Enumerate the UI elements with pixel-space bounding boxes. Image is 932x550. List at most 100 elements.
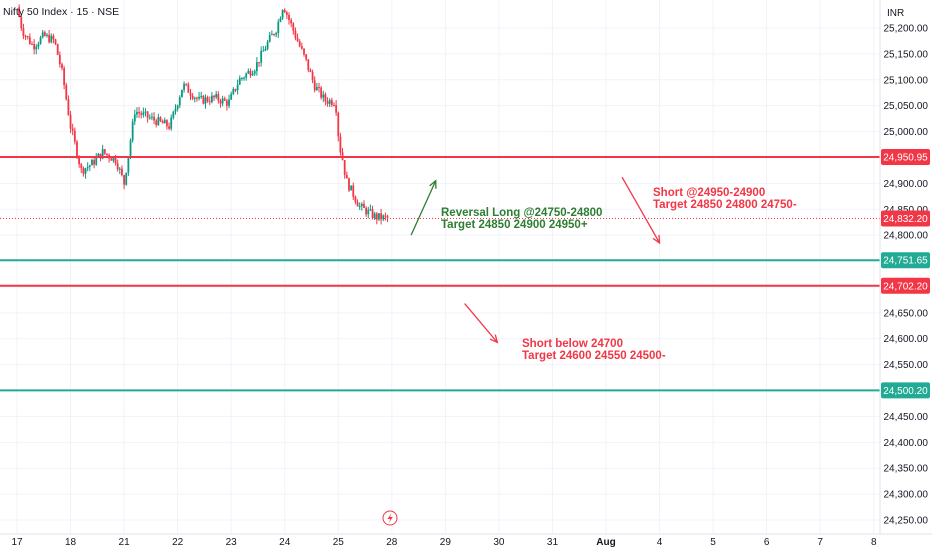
candle-body	[80, 164, 83, 169]
candle-body	[386, 216, 389, 218]
candle-body	[187, 84, 190, 93]
candle-body	[140, 113, 143, 115]
price-label-badge	[881, 277, 930, 294]
candle-body	[170, 117, 173, 129]
grid	[0, 0, 880, 534]
candle-body	[298, 41, 301, 47]
candle-body	[337, 112, 340, 137]
candle-body	[238, 78, 241, 85]
level-lines	[0, 155, 880, 392]
candle-body	[249, 70, 252, 76]
candle-body	[73, 130, 76, 142]
time-tick-label: 4	[657, 537, 663, 548]
candle-body	[251, 73, 254, 76]
candle-body	[48, 34, 51, 43]
candle-body	[131, 121, 134, 141]
candle-body	[198, 96, 200, 99]
price-tick-label: 24,800.00	[884, 231, 929, 242]
candle-body	[69, 115, 72, 129]
candle-body	[206, 97, 209, 102]
candle-body	[305, 54, 308, 60]
price-tick-label: 24,850.00	[884, 205, 929, 216]
annotation-reversal-long-line: Target 24850 24900 24950+	[441, 219, 588, 231]
candle-body	[43, 32, 46, 36]
candle-body	[356, 201, 359, 207]
candle-body	[168, 126, 170, 129]
candle-body	[41, 32, 44, 38]
price-tick-label: 24,600.00	[884, 334, 929, 345]
candle-body	[61, 64, 63, 69]
price-label-badge	[881, 382, 930, 399]
candle-body	[268, 35, 271, 42]
candle-body	[219, 100, 222, 104]
candle-body	[46, 34, 48, 36]
candle-body	[296, 38, 299, 42]
candle-body	[307, 59, 310, 70]
candle-body	[129, 140, 132, 157]
candle-body	[294, 30, 297, 39]
candle-body	[178, 97, 181, 106]
candle-body	[86, 166, 89, 169]
price-tick-label: 24,550.00	[884, 360, 929, 371]
candle-body	[262, 50, 265, 52]
arrow-annotations	[410, 176, 661, 344]
time-tick-label: 30	[493, 537, 505, 548]
candle-body	[125, 172, 128, 185]
candle-body	[193, 97, 196, 99]
candle-body	[121, 168, 123, 176]
candle-body	[56, 44, 59, 55]
candle-body	[118, 168, 121, 170]
candle-body	[365, 207, 368, 215]
price-tick-label: 24,650.00	[884, 308, 929, 319]
candle-body	[76, 141, 78, 158]
price-tick-label: 24,350.00	[884, 464, 929, 475]
candle-body	[161, 120, 164, 124]
candle-body	[266, 41, 269, 49]
price-tick-label: 24,250.00	[884, 516, 929, 527]
price-label-text: 24,950.95	[883, 152, 928, 163]
candle-body	[35, 46, 38, 50]
candle-body	[228, 99, 230, 106]
time-tick-label: 17	[11, 537, 23, 548]
price-label-text: 24,751.65	[883, 256, 928, 267]
candle-body	[20, 16, 23, 29]
candle-body	[315, 86, 318, 91]
candle-body	[380, 213, 383, 220]
candle-body	[283, 9, 286, 13]
candle-body	[82, 168, 85, 174]
candle-body	[202, 96, 205, 104]
up-arrow-head	[429, 179, 437, 189]
candle-body	[232, 88, 235, 94]
candle-body	[88, 165, 91, 167]
lightning-icon[interactable]	[382, 510, 398, 526]
time-tick-label: 5	[710, 537, 716, 548]
candle-body	[196, 97, 198, 99]
candle-body	[225, 100, 228, 106]
candle-body	[58, 54, 61, 65]
candle-body	[253, 71, 256, 74]
price-label-badge	[881, 252, 930, 269]
candle-body	[217, 94, 220, 101]
candle-body	[236, 84, 239, 91]
price-label-text: 24,702.20	[883, 281, 928, 292]
candle-body	[159, 117, 162, 121]
candle-body	[382, 215, 385, 220]
candle-body	[371, 209, 374, 218]
candle-body	[123, 175, 125, 185]
candle-body	[163, 120, 166, 124]
time-tick-label: 25	[333, 537, 345, 548]
candle-body	[33, 44, 36, 50]
candle-body	[270, 34, 273, 36]
candle-body	[354, 196, 357, 202]
candle-body	[326, 101, 329, 104]
candle-body	[65, 85, 68, 100]
time-tick-label: 8	[871, 537, 877, 548]
candle-body	[204, 97, 207, 104]
candle-body	[350, 185, 353, 191]
candle-body	[275, 32, 278, 35]
candle-body	[91, 159, 93, 166]
candle-body	[52, 35, 55, 40]
candle-body	[78, 157, 81, 165]
annotation-short-below-line: Short below 24700	[522, 338, 623, 350]
candle-body	[37, 43, 40, 47]
